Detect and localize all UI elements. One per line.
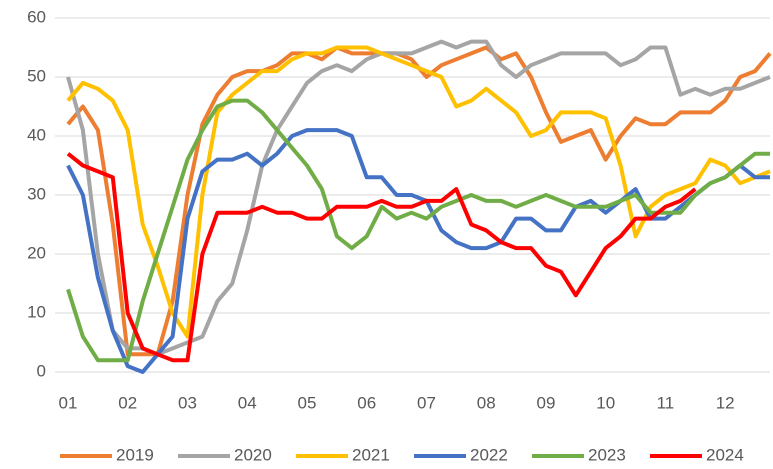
x-tick-label: 03	[178, 393, 197, 412]
y-tick-label: 40	[27, 125, 46, 144]
x-tick-label: 05	[298, 393, 317, 412]
x-tick-label: 04	[238, 393, 257, 412]
x-tick-label: 01	[59, 393, 78, 412]
series-line	[66, 45, 771, 339]
y-tick-label: 20	[27, 243, 46, 262]
legend-label: 2020	[234, 445, 272, 464]
x-tick-label: 12	[716, 393, 735, 412]
x-tick-label: 07	[417, 393, 436, 412]
x-tick-label: 08	[477, 393, 496, 412]
legend-label: 2023	[588, 445, 626, 464]
y-tick-label: 30	[27, 184, 46, 203]
x-tick-label: 02	[118, 393, 137, 412]
series-line	[66, 152, 697, 363]
y-tick-label: 50	[27, 66, 46, 85]
y-tick-label: 10	[27, 302, 46, 321]
legend-label: 2024	[706, 445, 744, 464]
y-tick-label: 0	[37, 361, 46, 380]
x-tick-label: 11	[657, 393, 675, 412]
x-tick-label: 06	[357, 393, 376, 412]
series-line	[66, 39, 771, 357]
x-tick-label: 10	[596, 393, 615, 412]
y-tick-label: 60	[27, 7, 46, 26]
legend-label: 2019	[116, 445, 154, 464]
x-tick-label: 09	[536, 393, 555, 412]
legend-label: 2022	[470, 445, 508, 464]
series-line	[66, 128, 770, 374]
legend-label: 2021	[352, 445, 390, 464]
series-line	[66, 98, 770, 363]
